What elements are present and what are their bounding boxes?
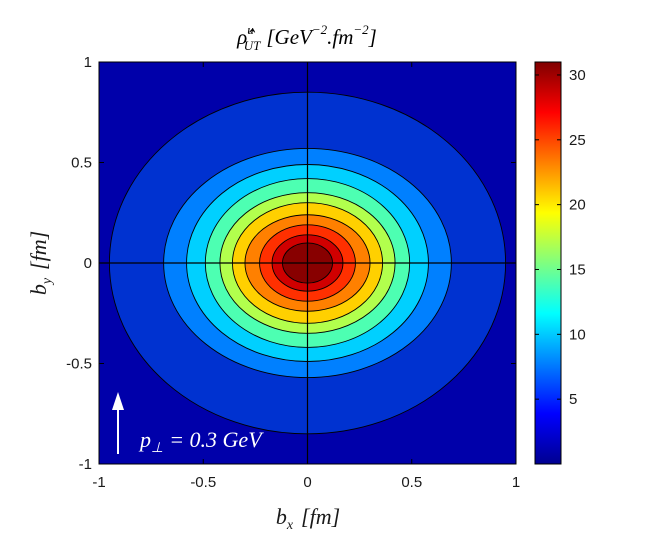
y-tick-label: 0.5 bbox=[71, 155, 92, 172]
colorbar-tick-label: 10 bbox=[569, 326, 586, 343]
y-axis-label: by[fm] bbox=[26, 231, 55, 295]
y-axis-label-group: by[fm] bbox=[26, 231, 55, 295]
x-tick-label: 0 bbox=[303, 474, 311, 491]
plot-area bbox=[99, 62, 516, 464]
colorbar-ticks: 5 10 15 20 25 30 bbox=[535, 67, 586, 408]
x-axis-ticks: -1 -0.5 0 0.5 1 bbox=[92, 62, 520, 491]
y-tick-label: 1 bbox=[84, 54, 92, 71]
plot-title: ρ̂u UT [GeV−2.fm−2] bbox=[236, 22, 377, 53]
annotation-text: p⊥ = 0.3 GeV bbox=[138, 427, 264, 456]
y-tick-label: -1 bbox=[79, 456, 92, 473]
x-tick-label: 1 bbox=[512, 474, 520, 491]
colorbar-tick-label: 30 bbox=[569, 67, 586, 84]
momentum-annotation: p⊥ = 0.3 GeV bbox=[112, 392, 264, 456]
colorbar-tick-label: 5 bbox=[569, 391, 577, 408]
colorbar bbox=[534, 61, 562, 465]
x-axis-label: bx [fm] bbox=[276, 504, 340, 533]
x-tick-label: -0.5 bbox=[190, 474, 216, 491]
y-axis-ticks: 1 0.5 0 -0.5 -1 bbox=[66, 54, 516, 473]
colorbar-tick-label: 25 bbox=[569, 132, 586, 149]
y-tick-label: 0 bbox=[84, 255, 92, 272]
x-tick-label: 0.5 bbox=[401, 474, 422, 491]
arrowhead-icon bbox=[112, 392, 124, 410]
colorbar-tick-label: 20 bbox=[569, 197, 586, 214]
y-tick-label: -0.5 bbox=[66, 356, 92, 373]
x-tick-label: -1 bbox=[92, 474, 105, 491]
colorbar-tick-label: 15 bbox=[569, 261, 586, 278]
